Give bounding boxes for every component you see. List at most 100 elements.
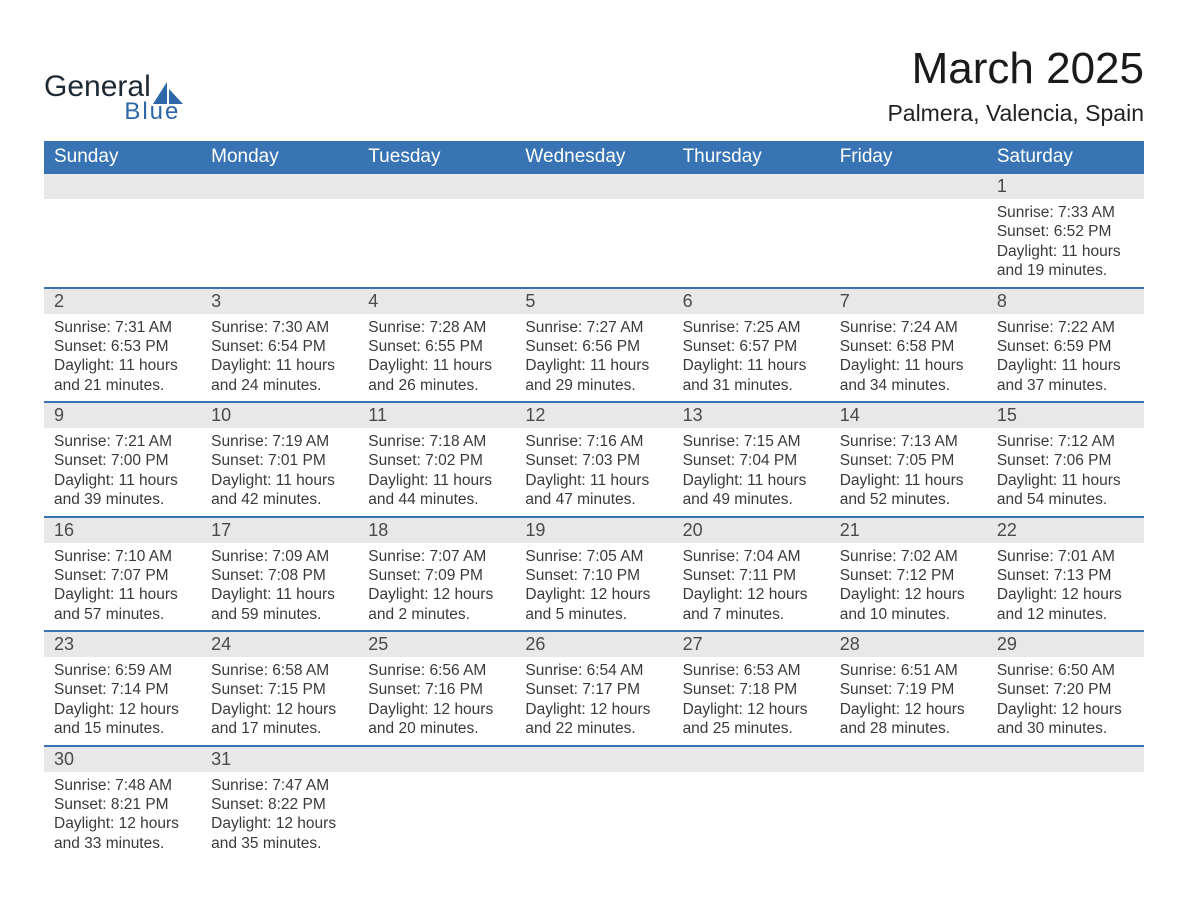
day-sunset: Sunset: 7:10 PM [525, 566, 662, 585]
day-number: 16 [44, 518, 201, 543]
day-number: 4 [358, 289, 515, 314]
day-day1: Daylight: 12 hours [840, 585, 977, 604]
calendar-cell: 20Sunrise: 7:04 AMSunset: 7:11 PMDayligh… [673, 517, 830, 632]
day-sunset: Sunset: 7:00 PM [54, 451, 191, 470]
calendar-cell: 29Sunrise: 6:50 AMSunset: 7:20 PMDayligh… [987, 631, 1144, 746]
day-number: 14 [830, 403, 987, 428]
calendar-cell [673, 174, 830, 288]
day-sunset: Sunset: 7:05 PM [840, 451, 977, 470]
day-body: Sunrise: 7:15 AMSunset: 7:04 PMDaylight:… [673, 428, 830, 516]
day-day1: Daylight: 12 hours [368, 700, 505, 719]
calendar-cell: 11Sunrise: 7:18 AMSunset: 7:02 PMDayligh… [358, 402, 515, 517]
col-tuesday: Tuesday [358, 141, 515, 174]
day-number: 9 [44, 403, 201, 428]
day-sunset: Sunset: 7:08 PM [211, 566, 348, 585]
day-body: Sunrise: 7:47 AMSunset: 8:22 PMDaylight:… [201, 772, 358, 860]
day-body: Sunrise: 7:05 AMSunset: 7:10 PMDaylight:… [515, 543, 672, 631]
day-day1: Daylight: 11 hours [54, 471, 191, 490]
day-sunset: Sunset: 7:06 PM [997, 451, 1134, 470]
day-body [44, 199, 201, 277]
day-day2: and 29 minutes. [525, 376, 662, 395]
calendar-cell [515, 746, 672, 860]
day-day1: Daylight: 12 hours [525, 700, 662, 719]
day-sunrise: Sunrise: 7:02 AM [840, 547, 977, 566]
day-body [201, 199, 358, 277]
calendar-cell: 6Sunrise: 7:25 AMSunset: 6:57 PMDaylight… [673, 288, 830, 403]
day-sunrise: Sunrise: 6:56 AM [368, 661, 505, 680]
day-sunrise: Sunrise: 7:28 AM [368, 318, 505, 337]
day-sunset: Sunset: 6:56 PM [525, 337, 662, 356]
day-sunrise: Sunrise: 7:22 AM [997, 318, 1134, 337]
day-number: 23 [44, 632, 201, 657]
day-sunrise: Sunrise: 7:15 AM [683, 432, 820, 451]
day-number [830, 747, 987, 772]
day-day2: and 2 minutes. [368, 605, 505, 624]
day-sunrise: Sunrise: 7:48 AM [54, 776, 191, 795]
day-day2: and 59 minutes. [211, 605, 348, 624]
weekday-header-row: Sunday Monday Tuesday Wednesday Thursday… [44, 141, 1144, 174]
day-sunrise: Sunrise: 7:21 AM [54, 432, 191, 451]
day-day2: and 30 minutes. [997, 719, 1134, 738]
day-sunrise: Sunrise: 6:54 AM [525, 661, 662, 680]
day-body: Sunrise: 7:24 AMSunset: 6:58 PMDaylight:… [830, 314, 987, 402]
day-sunset: Sunset: 7:13 PM [997, 566, 1134, 585]
day-sunrise: Sunrise: 7:31 AM [54, 318, 191, 337]
calendar-cell: 13Sunrise: 7:15 AMSunset: 7:04 PMDayligh… [673, 402, 830, 517]
day-body: Sunrise: 7:18 AMSunset: 7:02 PMDaylight:… [358, 428, 515, 516]
day-day1: Daylight: 11 hours [368, 471, 505, 490]
day-body: Sunrise: 7:09 AMSunset: 7:08 PMDaylight:… [201, 543, 358, 631]
day-sunset: Sunset: 7:14 PM [54, 680, 191, 699]
calendar-cell: 16Sunrise: 7:10 AMSunset: 7:07 PMDayligh… [44, 517, 201, 632]
calendar-cell [201, 174, 358, 288]
day-number: 15 [987, 403, 1144, 428]
day-number [358, 174, 515, 199]
day-day1: Daylight: 11 hours [997, 356, 1134, 375]
calendar-cell: 23Sunrise: 6:59 AMSunset: 7:14 PMDayligh… [44, 631, 201, 746]
day-sunset: Sunset: 6:54 PM [211, 337, 348, 356]
col-saturday: Saturday [987, 141, 1144, 174]
title-block: March 2025 Palmera, Valencia, Spain [887, 44, 1144, 131]
calendar-cell [44, 174, 201, 288]
day-day1: Daylight: 12 hours [211, 700, 348, 719]
day-day1: Daylight: 11 hours [211, 356, 348, 375]
day-sunset: Sunset: 6:53 PM [54, 337, 191, 356]
col-sunday: Sunday [44, 141, 201, 174]
day-number: 8 [987, 289, 1144, 314]
col-wednesday: Wednesday [515, 141, 672, 174]
brand-word-2: Blue [124, 98, 180, 126]
day-day2: and 54 minutes. [997, 490, 1134, 509]
location-subtitle: Palmera, Valencia, Spain [887, 100, 1144, 127]
day-sunset: Sunset: 7:03 PM [525, 451, 662, 470]
day-body: Sunrise: 7:07 AMSunset: 7:09 PMDaylight:… [358, 543, 515, 631]
day-body: Sunrise: 7:33 AMSunset: 6:52 PMDaylight:… [987, 199, 1144, 287]
day-body: Sunrise: 6:53 AMSunset: 7:18 PMDaylight:… [673, 657, 830, 745]
calendar-cell: 3Sunrise: 7:30 AMSunset: 6:54 PMDaylight… [201, 288, 358, 403]
day-body [358, 772, 515, 850]
day-number [44, 174, 201, 199]
day-sunrise: Sunrise: 6:58 AM [211, 661, 348, 680]
day-number [987, 747, 1144, 772]
calendar-cell [830, 746, 987, 860]
day-number: 27 [673, 632, 830, 657]
day-body [515, 772, 672, 850]
calendar-cell: 18Sunrise: 7:07 AMSunset: 7:09 PMDayligh… [358, 517, 515, 632]
calendar-cell: 31Sunrise: 7:47 AMSunset: 8:22 PMDayligh… [201, 746, 358, 860]
day-day1: Daylight: 12 hours [997, 700, 1134, 719]
day-sunset: Sunset: 7:20 PM [997, 680, 1134, 699]
day-sunset: Sunset: 6:52 PM [997, 222, 1134, 241]
day-day1: Daylight: 12 hours [840, 700, 977, 719]
calendar-cell: 10Sunrise: 7:19 AMSunset: 7:01 PMDayligh… [201, 402, 358, 517]
day-number: 26 [515, 632, 672, 657]
day-day2: and 34 minutes. [840, 376, 977, 395]
day-number: 11 [358, 403, 515, 428]
calendar-cell: 28Sunrise: 6:51 AMSunset: 7:19 PMDayligh… [830, 631, 987, 746]
day-day1: Daylight: 11 hours [211, 585, 348, 604]
calendar-cell: 9 Sunrise: 7:21 AMSunset: 7:00 PMDaylight… [44, 402, 201, 517]
day-day1: Daylight: 12 hours [683, 585, 820, 604]
day-day2: and 12 minutes. [997, 605, 1134, 624]
day-body [987, 772, 1144, 850]
day-day1: Daylight: 12 hours [54, 814, 191, 833]
calendar-cell: 8Sunrise: 7:22 AMSunset: 6:59 PMDaylight… [987, 288, 1144, 403]
day-body: Sunrise: 7:16 AMSunset: 7:03 PMDaylight:… [515, 428, 672, 516]
page-title: March 2025 [887, 44, 1144, 94]
